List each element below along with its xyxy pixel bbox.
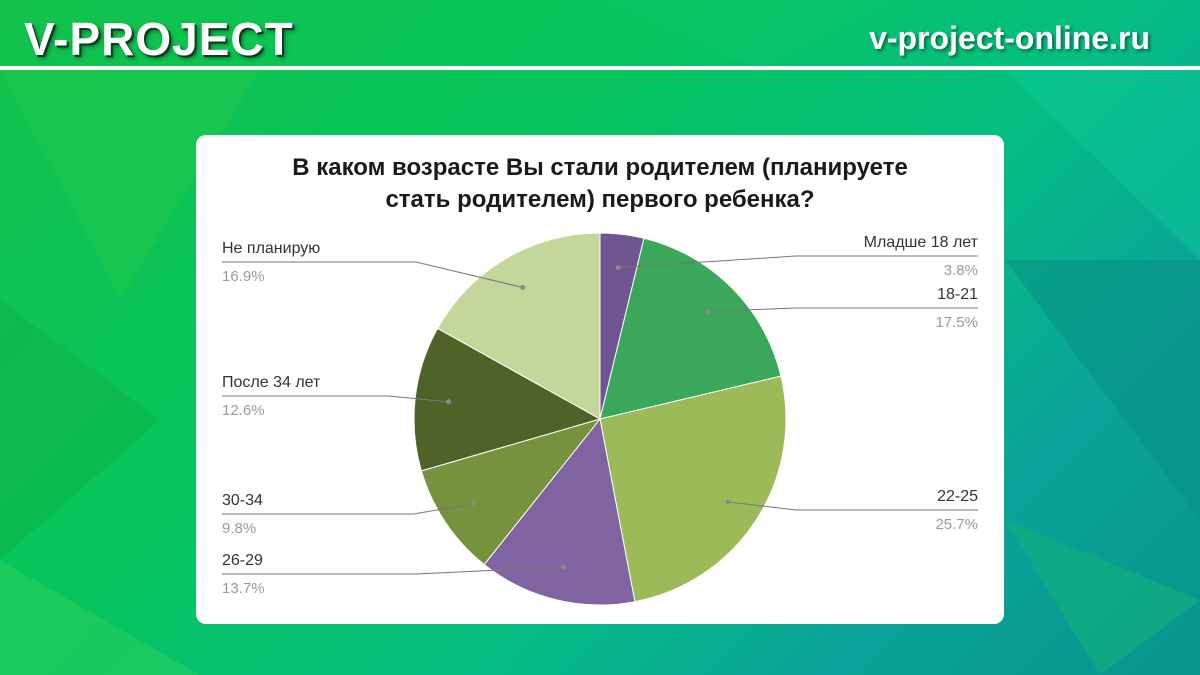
slice-percent-1: 17.5% xyxy=(935,314,978,331)
slice-label-2: 22-25 xyxy=(937,488,978,505)
callout-dot-0 xyxy=(615,265,621,271)
slice-label-5: После 34 лет xyxy=(222,374,321,391)
slice-label-4: 30-34 xyxy=(222,492,263,509)
callout-line-6 xyxy=(222,261,523,288)
callout-dot-6 xyxy=(520,284,526,290)
callout-line-3 xyxy=(222,566,564,575)
slice-percent-2: 25.7% xyxy=(935,516,978,533)
slice-percent-5: 12.6% xyxy=(222,402,265,419)
callout-line-0 xyxy=(618,255,978,269)
slice-percent-3: 13.7% xyxy=(222,580,265,597)
callout-dot-3 xyxy=(560,564,566,570)
callout-dot-1 xyxy=(705,308,711,314)
pie-slice-6 xyxy=(436,232,601,420)
slice-percent-6: 16.9% xyxy=(222,268,265,285)
chart-title-line-1: В каком возрасте Вы стали родителем (пла… xyxy=(292,154,908,181)
pie-slice-3 xyxy=(483,417,636,606)
callout-dot-5 xyxy=(445,399,451,405)
callout-line-1 xyxy=(708,307,978,312)
site-url: v-project-online.ru xyxy=(869,20,1150,56)
pie-slice-1 xyxy=(599,237,782,420)
slice-percent-4: 9.8% xyxy=(222,520,256,537)
chart-card: В каком возрасте Вы стали родителем (пла… xyxy=(196,135,1004,624)
slice-label-3: 26-29 xyxy=(222,552,263,569)
brand-logo-text: V-PROJECT xyxy=(24,13,294,65)
callout-line-5 xyxy=(222,395,449,403)
slice-label-1: 18-21 xyxy=(937,286,978,303)
callout-line-4 xyxy=(222,503,474,515)
callout-dot-4 xyxy=(470,501,476,507)
callout-dot-2 xyxy=(725,499,731,505)
pie-slice-2 xyxy=(599,375,787,603)
slice-label-0: Младше 18 лет xyxy=(864,234,979,251)
pie-chart: В каком возрасте Вы стали родителем (пла… xyxy=(222,154,979,606)
header-divider xyxy=(0,66,1200,70)
pie-slice-5 xyxy=(413,327,602,472)
slice-label-6: Не планирую xyxy=(222,240,320,257)
slice-percent-0: 3.8% xyxy=(944,262,978,279)
callout-line-2 xyxy=(727,501,978,511)
pie-slice-4 xyxy=(420,418,602,566)
chart-title-line-2: стать родителем) первого ребенка? xyxy=(385,186,814,213)
